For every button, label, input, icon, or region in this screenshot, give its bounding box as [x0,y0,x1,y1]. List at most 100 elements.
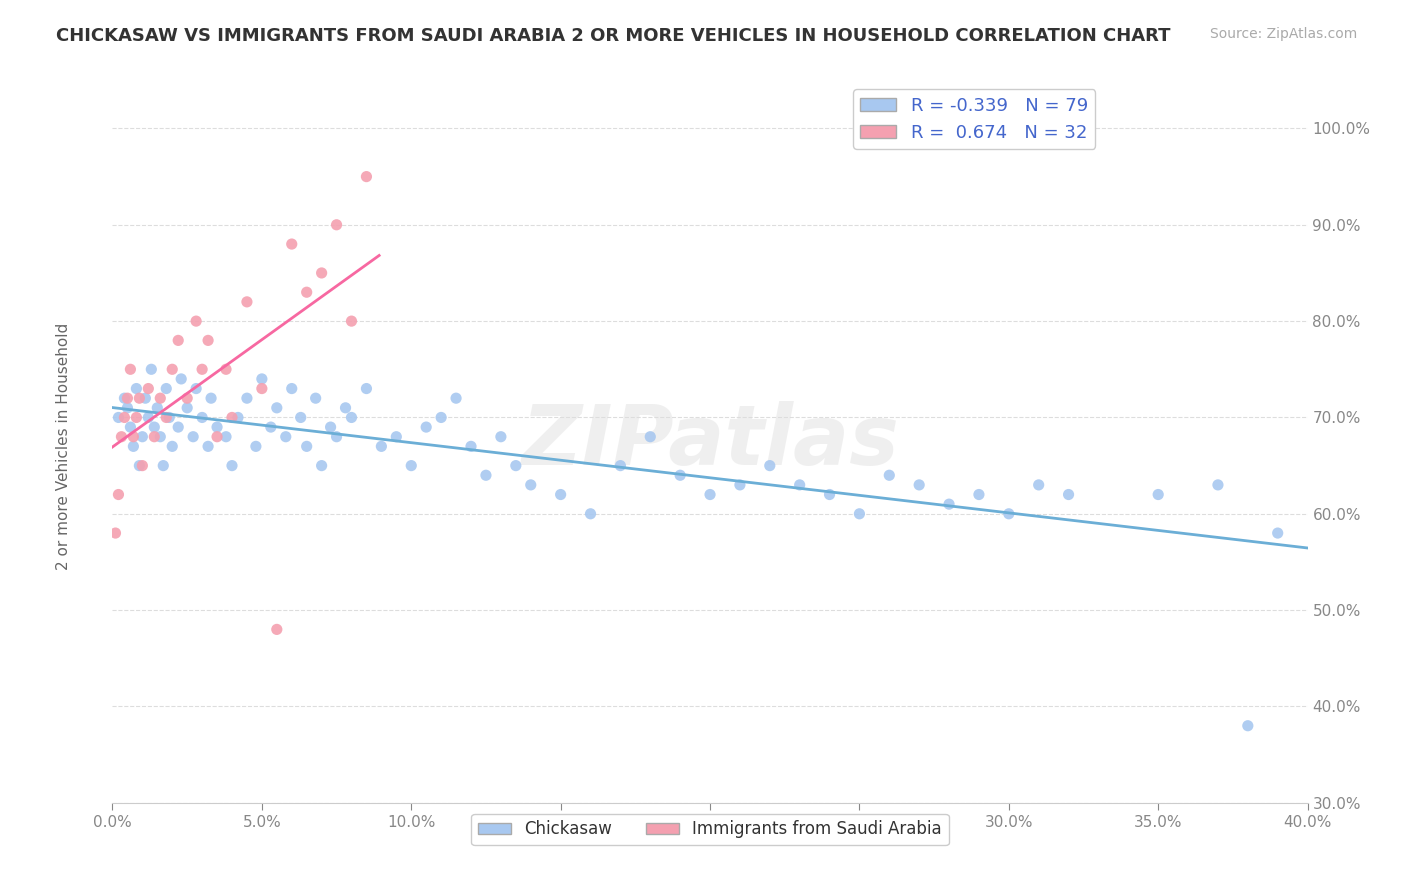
Point [335,401,357,415]
Point [149,430,172,444]
Point [489,430,512,444]
Point [138,382,160,396]
Point [170,372,193,386]
Point [579,507,602,521]
Point [818,487,841,501]
Point [117,401,139,415]
Point [1147,487,1170,501]
Point [266,401,288,415]
Point [295,285,318,300]
Point [107,487,129,501]
Point [370,439,392,453]
Point [475,468,498,483]
Point [1206,478,1229,492]
Point [125,410,148,425]
Point [290,410,312,425]
Point [128,391,150,405]
Text: 2 or more Vehicles in Household: 2 or more Vehicles in Household [56,322,70,570]
Point [266,623,288,637]
Point [146,401,169,415]
Point [325,218,347,232]
Point [155,382,177,396]
Legend: Chickasaw, Immigrants from Saudi Arabia: Chickasaw, Immigrants from Saudi Arabia [471,814,949,845]
Point [114,391,135,405]
Point [281,237,304,252]
Point [998,507,1021,521]
Point [104,526,127,541]
Point [879,468,901,483]
Point [215,362,238,376]
Point [181,430,204,444]
Point [186,382,208,396]
Text: CHICKASAW VS IMMIGRANTS FROM SAUDI ARABIA 2 OR MORE VEHICLES IN HOUSEHOLD CORREL: CHICKASAW VS IMMIGRANTS FROM SAUDI ARABI… [56,27,1171,45]
Point [250,382,273,396]
Point [236,294,259,309]
Point [155,410,177,425]
Point [107,410,129,425]
Point [385,430,408,444]
Point [138,410,160,425]
Point [197,334,219,348]
Point [1267,526,1289,541]
Point [176,401,198,415]
Point [226,410,249,425]
Point [520,478,543,492]
Point [215,430,238,444]
Point [550,487,572,501]
Point [505,458,527,473]
Point [250,372,273,386]
Point [200,391,222,405]
Point [162,439,183,453]
Point [640,430,662,444]
Point [191,410,214,425]
Point [125,382,148,396]
Point [114,410,135,425]
Point [245,439,267,453]
Point [157,410,180,425]
Point [110,430,132,444]
Point [356,169,378,184]
Point [122,430,145,444]
Point [149,391,172,405]
Point [120,420,142,434]
Point [1057,487,1080,501]
Point [305,391,328,405]
Point [120,362,142,376]
Point [401,458,423,473]
Point [938,497,960,511]
Point [191,362,214,376]
Point [848,507,870,521]
Point [221,410,243,425]
Point [134,391,156,405]
Point [197,439,219,453]
Point [274,430,297,444]
Point [131,458,153,473]
Point [1028,478,1050,492]
Point [236,391,259,405]
Point [609,458,631,473]
Point [128,458,150,473]
Point [131,430,153,444]
Point [295,439,318,453]
Point [311,458,333,473]
Point [122,439,145,453]
Point [699,487,721,501]
Point [340,314,363,328]
Point [908,478,931,492]
Point [415,420,437,434]
Point [205,420,228,434]
Point [340,410,363,425]
Point [759,458,782,473]
Point [205,430,228,444]
Point [162,362,183,376]
Point [789,478,811,492]
Point [728,478,751,492]
Point [669,468,692,483]
Point [167,334,190,348]
Point [430,410,453,425]
Point [281,382,304,396]
Point [186,314,208,328]
Point [967,487,990,501]
Point [167,420,190,434]
Point [1237,719,1260,733]
